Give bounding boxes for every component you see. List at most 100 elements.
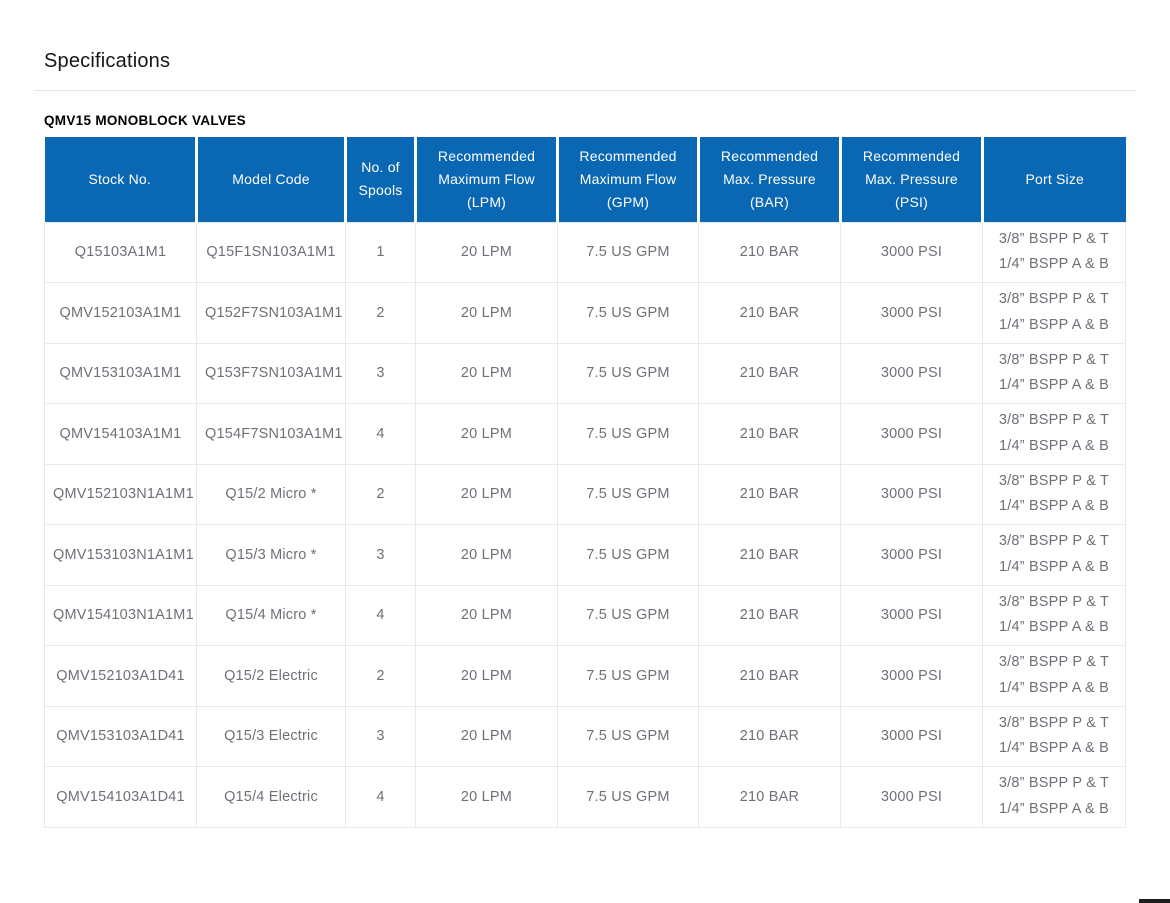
port-size-line-1: 3/8” BSPP P & T (998, 654, 1110, 671)
cell-flow-gpm: 7.5 US GPM (557, 705, 699, 767)
cell-spools: 1 (345, 221, 416, 283)
table-row: QMV153103A1D41 Q15/3 Electric 3 20 LPM 7… (44, 705, 1126, 767)
cell-model-code: Q153F7SN103A1M1 (196, 342, 346, 404)
cell-pressure-bar: 210 BAR (698, 282, 841, 344)
content-area: Specifications QMV15 MONOBLOCK VALVES St… (34, 0, 1136, 828)
cell-model-code: Q152F7SN103A1M1 (196, 282, 346, 344)
col-header-max-pressure-psi: Recommended Max. Pressure (PSI) (839, 137, 983, 222)
table-row: QMV153103N1A1M1 Q15/3 Micro * 3 20 LPM 7… (44, 524, 1126, 586)
cell-port-size: 3/8” BSPP P & T 1/4” BSPP A & B (982, 282, 1126, 344)
col-header-stock-no: Stock No. (44, 137, 197, 222)
port-size-line-1: 3/8” BSPP P & T (998, 714, 1110, 731)
cell-pressure-psi: 3000 PSI (840, 645, 983, 707)
cell-spools: 2 (345, 645, 416, 707)
cell-port-size: 3/8” BSPP P & T 1/4” BSPP A & B (982, 221, 1126, 283)
cell-stock-no: QMV152103A1M1 (44, 282, 197, 344)
divider (34, 90, 1136, 91)
page-title: Specifications (44, 50, 171, 72)
cell-port-size: 3/8” BSPP P & T 1/4” BSPP A & B (982, 766, 1126, 828)
col-header-max-flow-lpm: Recommended Maximum Flow (LPM) (414, 137, 558, 222)
cell-stock-no: QMV153103N1A1M1 (44, 524, 197, 586)
cell-spools: 4 (345, 403, 416, 465)
col-header-no-of-spools: No. of Spools (344, 137, 416, 222)
cell-pressure-bar: 210 BAR (698, 645, 841, 707)
cell-pressure-psi: 3000 PSI (840, 705, 983, 767)
cell-pressure-psi: 3000 PSI (840, 342, 983, 404)
cell-flow-gpm: 7.5 US GPM (557, 584, 699, 646)
cell-flow-lpm: 20 LPM (415, 705, 558, 767)
cell-spools: 2 (345, 282, 416, 344)
cell-port-size: 3/8” BSPP P & T 1/4” BSPP A & B (982, 403, 1126, 465)
cell-model-code: Q15/3 Micro * (196, 524, 346, 586)
port-size-line-1: 3/8” BSPP P & T (998, 412, 1110, 429)
port-size-line-1: 3/8” BSPP P & T (998, 351, 1110, 368)
cell-flow-lpm: 20 LPM (415, 645, 558, 707)
col-header-model-code: Model Code (195, 137, 346, 222)
port-size-line-1: 3/8” BSPP P & T (998, 593, 1110, 610)
col-header-max-pressure-bar: Recommended Max. Pressure (BAR) (697, 137, 841, 222)
cell-spools: 4 (345, 584, 416, 646)
port-size-line-2: 1/4” BSPP A & B (999, 619, 1109, 636)
table-row: QMV152103A1D41 Q15/2 Electric 2 20 LPM 7… (44, 645, 1126, 707)
cell-spools: 3 (345, 705, 416, 767)
cell-stock-no: QMV154103A1M1 (44, 403, 197, 465)
cell-flow-lpm: 20 LPM (415, 342, 558, 404)
port-size-line-2: 1/4” BSPP A & B (999, 498, 1109, 515)
cell-pressure-bar: 210 BAR (698, 342, 841, 404)
cell-flow-gpm: 7.5 US GPM (557, 282, 699, 344)
cell-flow-lpm: 20 LPM (415, 221, 558, 283)
port-size-line-2: 1/4” BSPP A & B (999, 679, 1109, 696)
cell-pressure-psi: 3000 PSI (840, 766, 983, 828)
table-row: QMV152103N1A1M1 Q15/2 Micro * 2 20 LPM 7… (44, 463, 1126, 525)
cell-pressure-psi: 3000 PSI (840, 282, 983, 344)
cell-spools: 3 (345, 342, 416, 404)
port-size-line-2: 1/4” BSPP A & B (999, 437, 1109, 454)
cell-pressure-psi: 3000 PSI (840, 221, 983, 283)
table-row: QMV152103A1M1 Q152F7SN103A1M1 2 20 LPM 7… (44, 282, 1126, 344)
cell-pressure-bar: 210 BAR (698, 221, 841, 283)
cell-model-code: Q154F7SN103A1M1 (196, 403, 346, 465)
scrollbar-thumb[interactable] (1139, 899, 1170, 903)
table-row: QMV153103A1M1 Q153F7SN103A1M1 3 20 LPM 7… (44, 342, 1126, 404)
cell-flow-lpm: 20 LPM (415, 282, 558, 344)
col-header-max-flow-gpm: Recommended Maximum Flow (GPM) (556, 137, 699, 222)
cell-model-code: Q15/2 Micro * (196, 463, 346, 525)
port-size-line-1: 3/8” BSPP P & T (998, 230, 1110, 247)
cell-model-code: Q15F1SN103A1M1 (196, 221, 346, 283)
cell-pressure-bar: 210 BAR (698, 584, 841, 646)
port-size-line-1: 3/8” BSPP P & T (998, 291, 1110, 308)
header-row: Stock No. Model Code No. of Spools Recom… (44, 137, 1126, 222)
cell-model-code: Q15/4 Electric (196, 766, 346, 828)
cell-flow-lpm: 20 LPM (415, 403, 558, 465)
table-row: QMV154103N1A1M1 Q15/4 Micro * 4 20 LPM 7… (44, 584, 1126, 646)
cell-pressure-psi: 3000 PSI (840, 524, 983, 586)
cell-port-size: 3/8” BSPP P & T 1/4” BSPP A & B (982, 705, 1126, 767)
cell-flow-lpm: 20 LPM (415, 463, 558, 525)
cell-port-size: 3/8” BSPP P & T 1/4” BSPP A & B (982, 524, 1126, 586)
cell-pressure-psi: 3000 PSI (840, 463, 983, 525)
cell-model-code: Q15/4 Micro * (196, 584, 346, 646)
port-size-line-2: 1/4” BSPP A & B (999, 800, 1109, 817)
port-size-line-1: 3/8” BSPP P & T (998, 533, 1110, 550)
cell-pressure-bar: 210 BAR (698, 705, 841, 767)
cell-flow-gpm: 7.5 US GPM (557, 403, 699, 465)
table-row: Q15103A1M1 Q15F1SN103A1M1 1 20 LPM 7.5 U… (44, 221, 1126, 283)
cell-port-size: 3/8” BSPP P & T 1/4” BSPP A & B (982, 584, 1126, 646)
port-size-line-2: 1/4” BSPP A & B (999, 558, 1109, 575)
cell-port-size: 3/8” BSPP P & T 1/4” BSPP A & B (982, 645, 1126, 707)
table-row: QMV154103A1M1 Q154F7SN103A1M1 4 20 LPM 7… (44, 403, 1126, 465)
cell-flow-gpm: 7.5 US GPM (557, 766, 699, 828)
cell-flow-gpm: 7.5 US GPM (557, 463, 699, 525)
port-size-line-1: 3/8” BSPP P & T (998, 472, 1110, 489)
cell-pressure-bar: 210 BAR (698, 766, 841, 828)
cell-spools: 3 (345, 524, 416, 586)
port-size-line-2: 1/4” BSPP A & B (999, 256, 1109, 273)
cell-pressure-bar: 210 BAR (698, 524, 841, 586)
cell-flow-lpm: 20 LPM (415, 584, 558, 646)
cell-flow-gpm: 7.5 US GPM (557, 645, 699, 707)
port-size-line-1: 3/8” BSPP P & T (998, 775, 1110, 792)
cell-model-code: Q15/3 Electric (196, 705, 346, 767)
cell-pressure-psi: 3000 PSI (840, 403, 983, 465)
cell-flow-lpm: 20 LPM (415, 766, 558, 828)
table-row: QMV154103A1D41 Q15/4 Electric 4 20 LPM 7… (44, 766, 1126, 828)
